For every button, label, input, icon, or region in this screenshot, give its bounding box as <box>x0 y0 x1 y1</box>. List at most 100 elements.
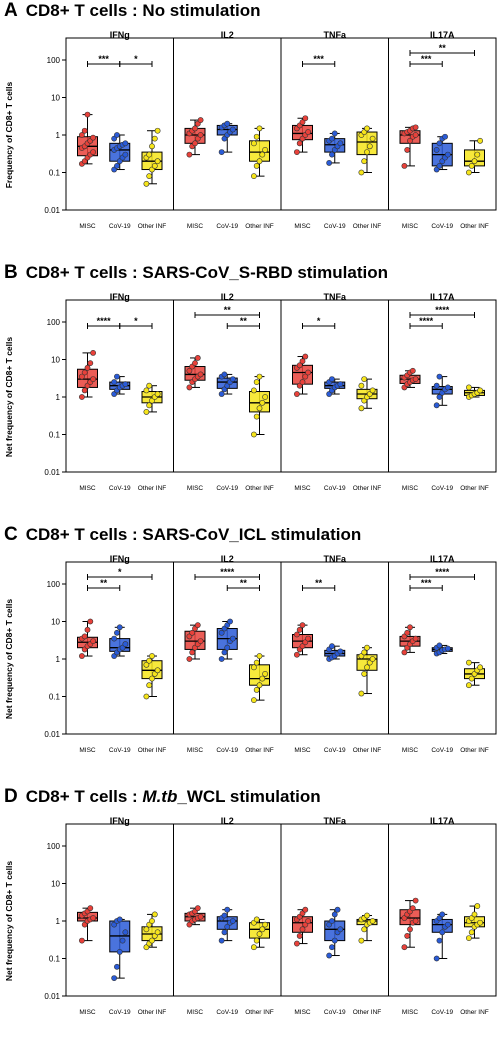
data-point <box>442 133 448 140</box>
panel-title: D CD8+ T cells : M.tb_WCL stimulation <box>4 786 321 808</box>
data-point <box>143 180 150 187</box>
subpanel-title: IFNg <box>110 30 130 40</box>
y-tick-label: 100 <box>47 318 61 327</box>
data-point <box>409 905 416 912</box>
panel-title-text: CD8+ T cells : SARS-CoV_ICL stimulation <box>25 525 362 544</box>
data-point <box>253 133 260 140</box>
panel-letter: A <box>4 0 18 21</box>
data-point <box>224 120 231 127</box>
data-point <box>262 671 268 677</box>
panel-title-italic: M.tb <box>142 787 178 806</box>
data-point <box>114 132 120 138</box>
panel-letter: D <box>4 786 18 807</box>
data-point <box>471 911 478 918</box>
data-point <box>326 160 333 166</box>
category-label: MISC <box>79 747 96 754</box>
y-axis-label: Net frequency of CD8+ T cells <box>4 337 14 457</box>
data-point <box>256 653 263 659</box>
data-point <box>192 125 198 132</box>
subpanel-title: IL2 <box>221 816 234 826</box>
y-tick-label: 10 <box>51 618 60 627</box>
subpanel-title: TNFa <box>324 30 347 40</box>
category-label: MISC <box>402 747 419 754</box>
panel-a: A CD8+ T cells : No stimulation Frequency… <box>0 0 500 258</box>
data-point <box>111 635 118 642</box>
data-point <box>143 409 150 415</box>
data-point <box>465 384 472 391</box>
data-point <box>329 151 335 158</box>
subpanel-title: IL2 <box>221 30 234 40</box>
category-label: CoV-19 <box>216 747 238 754</box>
data-point <box>471 158 478 165</box>
data-point <box>146 173 153 180</box>
y-tick-label: 0.1 <box>49 693 61 702</box>
data-point <box>256 125 263 132</box>
data-point <box>186 151 193 158</box>
significance-stars: *** <box>98 54 109 64</box>
data-point <box>253 162 260 169</box>
data-point <box>302 353 309 360</box>
data-point <box>143 926 150 933</box>
data-point <box>256 931 263 937</box>
significance-stars: ** <box>315 578 323 588</box>
data-point <box>299 379 306 385</box>
data-point <box>229 918 236 924</box>
panel-b: B CD8+ T cells : SARS-CoV_S-RBD stimulati… <box>0 262 500 520</box>
data-point <box>146 382 153 389</box>
y-axis-label: Frequency of CD8+ T cells <box>4 81 14 188</box>
category-label: Other INF <box>138 747 167 754</box>
data-point <box>364 125 370 132</box>
y-tick-label: 100 <box>47 580 61 589</box>
data-point <box>468 675 475 682</box>
data-point <box>358 937 365 944</box>
data-point <box>197 132 204 138</box>
category-label: Other INF <box>353 223 382 230</box>
data-point <box>84 364 91 371</box>
data-point <box>444 151 451 158</box>
data-point <box>331 130 338 137</box>
data-point <box>194 355 201 361</box>
data-point <box>186 384 193 391</box>
y-tick-label: 0.1 <box>49 955 61 964</box>
data-point <box>334 906 341 913</box>
data-point <box>250 387 257 394</box>
data-point <box>474 151 481 158</box>
data-point <box>412 132 419 138</box>
data-point <box>189 649 196 656</box>
category-label: MISC <box>187 747 204 754</box>
chart-d: Net frequency of CD8+ T cells 0.01 0.1 1 10 1… <box>4 816 497 1016</box>
chart-c: Net frequency of CD8+ T cells 0.01 0.1 1 10 1… <box>4 554 497 754</box>
data-point <box>250 944 257 951</box>
data-point <box>329 643 335 650</box>
data-point <box>305 918 311 924</box>
chart-b: Net frequency of CD8+ T cells 0.01 0.1 1 10 1… <box>4 292 497 492</box>
significance-stars: ** <box>224 305 232 315</box>
data-point <box>296 626 303 633</box>
panel-letter: C <box>4 524 18 545</box>
data-point <box>477 137 483 144</box>
subpanel-title: TNFa <box>324 292 347 302</box>
category-label: MISC <box>187 1009 204 1016</box>
category-label: Other INF <box>245 485 274 492</box>
y-tick-label: 10 <box>51 94 60 103</box>
data-point <box>114 963 120 970</box>
data-point <box>122 140 129 147</box>
data-point <box>369 135 376 142</box>
category-label: MISC <box>402 485 419 492</box>
data-point <box>412 635 419 642</box>
data-point <box>404 933 411 939</box>
data-point <box>143 387 150 394</box>
data-point <box>358 169 365 176</box>
data-point <box>87 618 94 625</box>
data-point <box>361 649 368 656</box>
data-point <box>253 379 260 385</box>
subpanel-title: IL2 <box>221 554 234 564</box>
data-point <box>197 638 204 645</box>
y-tick-label: 0.01 <box>44 206 60 215</box>
data-point <box>358 382 365 389</box>
panel-title-text: CD8+ T cells : No stimulation <box>25 1 261 20</box>
data-point <box>468 929 475 936</box>
data-point <box>227 618 233 625</box>
category-label: CoV-19 <box>216 485 238 492</box>
data-point <box>407 137 413 144</box>
